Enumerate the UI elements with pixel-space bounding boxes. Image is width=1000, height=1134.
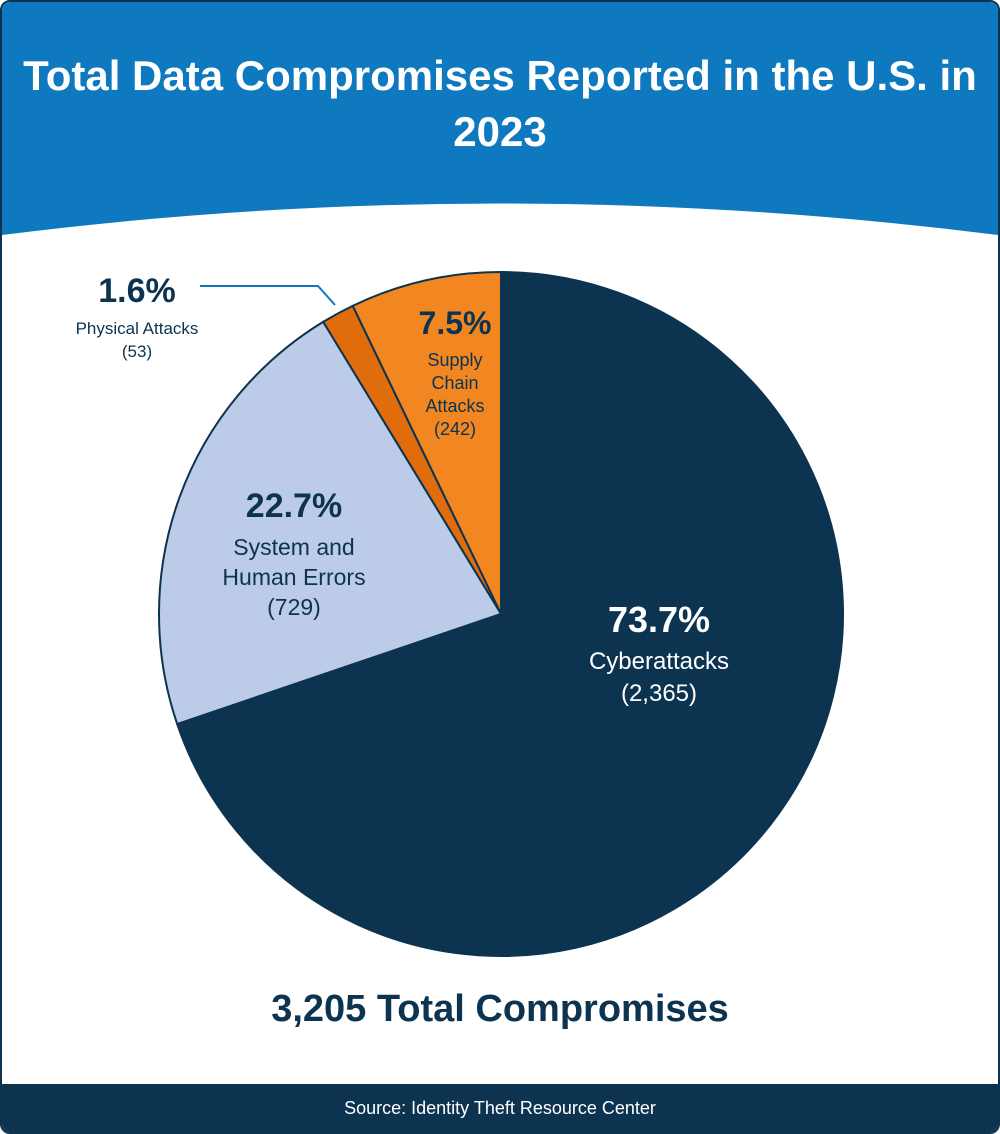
slice-category: Supply bbox=[427, 350, 482, 370]
slice-count: (729) bbox=[267, 594, 321, 620]
slice-category: Attacks bbox=[425, 396, 484, 416]
slice-category: System and bbox=[233, 534, 354, 560]
pie-slice-cyberattacks bbox=[175, 270, 844, 957]
source-footer: Source: Identity Theft Resource Center bbox=[2, 1084, 998, 1132]
slice-percent: 1.6% bbox=[98, 272, 176, 310]
header-background bbox=[2, 2, 998, 235]
slice-label-physical-attacks: 1.6% Physical Attacks (53) bbox=[76, 272, 199, 361]
pie-slice-supply-chain bbox=[351, 270, 502, 615]
total-compromises: 3,205 Total Compromises bbox=[271, 988, 729, 1030]
slice-label-system-human-errors: 22.7% System and Human Errors (729) bbox=[222, 487, 365, 620]
slice-category: Human Errors bbox=[222, 564, 365, 590]
slice-label-cyberattacks: 73.7% Cyberattacks (2,365) bbox=[589, 599, 729, 707]
slice-category: Cyberattacks bbox=[589, 648, 729, 675]
slice-category: Chain bbox=[431, 373, 478, 393]
slice-percent: 7.5% bbox=[419, 305, 492, 341]
pie-slice-system-human-errors bbox=[158, 320, 503, 726]
chart-title: Total Data Compromises Reported in the U… bbox=[23, 52, 977, 155]
header-banner bbox=[2, 2, 998, 235]
slice-label-supply-chain: 7.5% Supply Chain Attacks (242) bbox=[419, 305, 492, 439]
slice-category: Physical Attacks bbox=[76, 319, 199, 338]
slice-count: (2,365) bbox=[621, 680, 697, 707]
slice-count: (242) bbox=[434, 419, 476, 439]
physical-attacks-leader-line bbox=[200, 285, 336, 306]
pie-chart: 7.5% Supply Chain Attacks (242) 1.6% Physical … bbox=[76, 270, 844, 957]
slice-percent: 73.7% bbox=[608, 599, 710, 640]
slice-percent: 22.7% bbox=[246, 487, 342, 525]
slice-count: (53) bbox=[122, 342, 152, 361]
